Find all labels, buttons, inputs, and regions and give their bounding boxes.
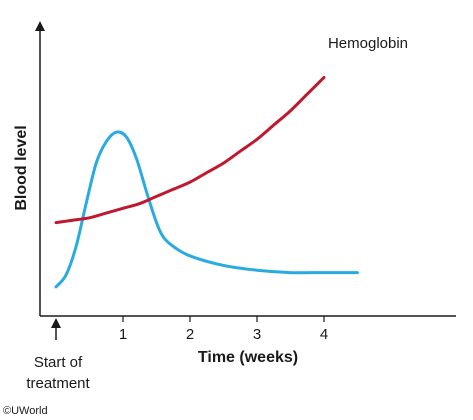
hemoglobin-label: Hemoglobin — [328, 35, 408, 52]
drug-level-line — [54, 130, 359, 289]
x-axis-ticks: 1 2 3 4 — [119, 316, 328, 343]
x-axis-label: Time (weeks) — [198, 349, 298, 366]
y-axis-label: Blood level — [13, 125, 30, 210]
start-of-treatment-label-line1: Start of — [34, 354, 83, 371]
series-lines — [54, 75, 359, 289]
axes — [35, 21, 456, 317]
x-tick-label: 2 — [186, 326, 194, 343]
start-of-treatment-label-line2: treatment — [26, 375, 90, 392]
x-tick-label: 3 — [253, 326, 261, 343]
x-tick-label: 1 — [119, 326, 127, 343]
x-tick-label: 4 — [320, 326, 328, 343]
copyright-text: ©UWorld — [3, 405, 48, 417]
hemoglobin-line — [54, 75, 326, 225]
